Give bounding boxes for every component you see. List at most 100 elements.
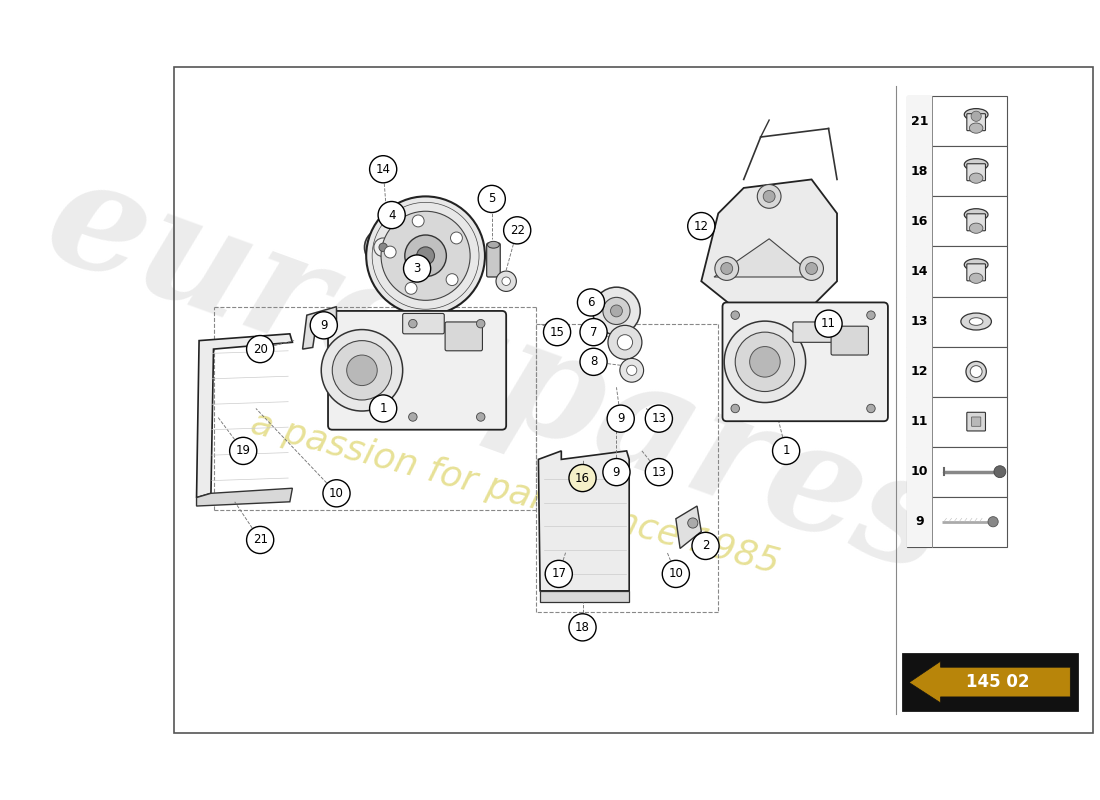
Circle shape xyxy=(757,185,781,208)
Ellipse shape xyxy=(965,258,988,270)
Polygon shape xyxy=(302,306,337,349)
Polygon shape xyxy=(714,239,816,277)
Text: 13: 13 xyxy=(911,315,928,328)
Ellipse shape xyxy=(384,246,396,258)
Polygon shape xyxy=(540,591,629,602)
Text: 18: 18 xyxy=(575,621,590,634)
Ellipse shape xyxy=(405,282,417,294)
Circle shape xyxy=(569,465,596,492)
Circle shape xyxy=(867,404,876,413)
Circle shape xyxy=(603,458,630,486)
Circle shape xyxy=(646,405,672,432)
Circle shape xyxy=(662,560,690,587)
Circle shape xyxy=(378,202,405,229)
Circle shape xyxy=(370,156,397,183)
Circle shape xyxy=(370,395,397,422)
Circle shape xyxy=(366,197,485,315)
Circle shape xyxy=(724,321,805,402)
Circle shape xyxy=(603,298,630,325)
Text: 11: 11 xyxy=(821,317,836,330)
FancyBboxPatch shape xyxy=(906,246,1007,297)
FancyBboxPatch shape xyxy=(906,497,932,546)
Circle shape xyxy=(608,326,642,359)
Text: 7: 7 xyxy=(590,326,597,338)
Circle shape xyxy=(720,262,733,274)
Circle shape xyxy=(310,312,338,339)
Ellipse shape xyxy=(969,173,983,183)
FancyBboxPatch shape xyxy=(906,197,1007,246)
FancyBboxPatch shape xyxy=(906,397,932,446)
Circle shape xyxy=(543,318,571,346)
Text: 15: 15 xyxy=(550,326,564,338)
Circle shape xyxy=(994,466,1005,478)
Text: 10: 10 xyxy=(911,465,928,478)
Circle shape xyxy=(732,404,739,413)
Circle shape xyxy=(496,271,516,291)
FancyBboxPatch shape xyxy=(446,322,483,350)
Circle shape xyxy=(408,413,417,422)
FancyBboxPatch shape xyxy=(906,297,932,346)
Circle shape xyxy=(346,355,377,386)
Text: 14: 14 xyxy=(911,265,928,278)
Circle shape xyxy=(627,366,637,375)
Text: 4: 4 xyxy=(388,209,395,222)
Text: 9: 9 xyxy=(320,319,328,332)
FancyBboxPatch shape xyxy=(906,397,1007,446)
Text: 22: 22 xyxy=(509,224,525,237)
Text: 21: 21 xyxy=(253,534,267,546)
Text: 1: 1 xyxy=(782,444,790,458)
Text: a passion for parts since 1985: a passion for parts since 1985 xyxy=(246,406,783,580)
Ellipse shape xyxy=(961,313,991,330)
Ellipse shape xyxy=(969,123,983,134)
Circle shape xyxy=(988,517,998,527)
Polygon shape xyxy=(675,506,702,549)
Ellipse shape xyxy=(969,273,983,283)
Text: eurospares: eurospares xyxy=(28,142,968,606)
FancyBboxPatch shape xyxy=(723,302,888,422)
FancyBboxPatch shape xyxy=(832,326,868,355)
Ellipse shape xyxy=(969,318,983,326)
Circle shape xyxy=(504,217,531,244)
Circle shape xyxy=(230,438,256,465)
FancyBboxPatch shape xyxy=(971,417,981,426)
Text: 10: 10 xyxy=(669,567,683,581)
Text: 9: 9 xyxy=(613,466,620,478)
Ellipse shape xyxy=(447,274,458,286)
Text: 9: 9 xyxy=(617,412,625,425)
Ellipse shape xyxy=(965,209,988,221)
Text: 16: 16 xyxy=(575,471,590,485)
Text: 12: 12 xyxy=(694,219,708,233)
FancyBboxPatch shape xyxy=(903,654,1077,710)
Text: 145 02: 145 02 xyxy=(967,674,1030,691)
Circle shape xyxy=(332,341,392,400)
FancyBboxPatch shape xyxy=(967,114,986,130)
FancyBboxPatch shape xyxy=(906,346,932,397)
Text: 17: 17 xyxy=(551,567,566,581)
Circle shape xyxy=(732,311,739,319)
Circle shape xyxy=(476,319,485,328)
Circle shape xyxy=(800,257,824,280)
Circle shape xyxy=(408,319,417,328)
FancyBboxPatch shape xyxy=(906,96,1007,146)
Circle shape xyxy=(546,560,572,587)
Circle shape xyxy=(617,334,632,350)
FancyBboxPatch shape xyxy=(906,446,932,497)
Circle shape xyxy=(607,405,635,432)
Text: 16: 16 xyxy=(911,215,928,228)
Circle shape xyxy=(772,438,800,465)
FancyBboxPatch shape xyxy=(967,264,986,281)
Circle shape xyxy=(378,243,387,251)
Text: 5: 5 xyxy=(488,193,495,206)
FancyBboxPatch shape xyxy=(403,314,444,334)
Polygon shape xyxy=(702,179,837,315)
Circle shape xyxy=(646,458,672,486)
FancyBboxPatch shape xyxy=(906,146,932,197)
Circle shape xyxy=(610,305,623,317)
Circle shape xyxy=(364,229,402,266)
FancyBboxPatch shape xyxy=(906,197,932,246)
Circle shape xyxy=(970,366,982,378)
FancyBboxPatch shape xyxy=(906,497,1007,546)
Circle shape xyxy=(476,413,485,422)
FancyBboxPatch shape xyxy=(967,164,986,181)
Text: 20: 20 xyxy=(253,342,267,356)
